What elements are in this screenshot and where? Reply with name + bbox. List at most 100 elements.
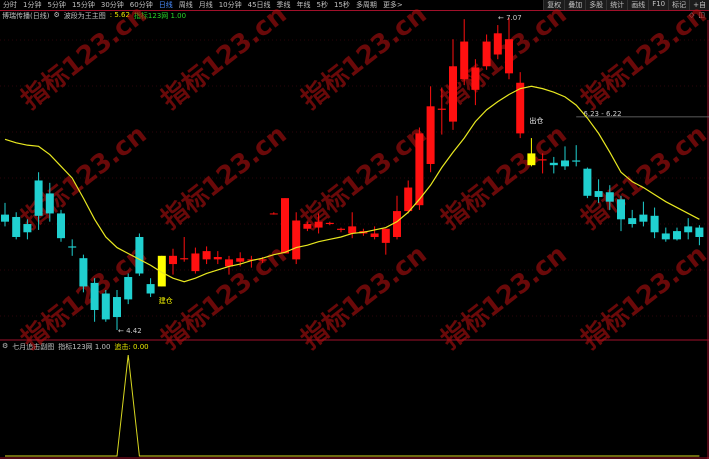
- candle-body: [695, 227, 704, 237]
- watermark: 指标123.cn: [156, 119, 293, 235]
- candle-body: [68, 246, 77, 248]
- candle-body: [561, 160, 569, 167]
- sub-indicator-source: 指标123网 1.00: [58, 343, 111, 351]
- tab-period[interactable]: 日线: [158, 1, 173, 9]
- tab-period[interactable]: 1分钟: [23, 1, 42, 9]
- toolbar-button[interactable]: 画线: [627, 0, 649, 10]
- toolbar-button[interactable]: 标记: [668, 0, 690, 10]
- sub-indicator-title[interactable]: 七月追击副图: [12, 343, 55, 351]
- candle-body: [247, 259, 256, 261]
- candle-body: [258, 259, 267, 261]
- candle-body: [314, 221, 323, 228]
- candle-body: [605, 192, 614, 202]
- candle-body: [661, 233, 670, 240]
- candle-body: [45, 193, 54, 214]
- candle-body: [213, 257, 222, 260]
- watermark: 指标123.cn: [576, 119, 709, 235]
- tab-period[interactable]: 分时: [3, 1, 17, 9]
- indicator-value: : 5.62: [109, 11, 130, 19]
- low-label: ← 4.42: [118, 327, 142, 335]
- settings-icon[interactable]: ⚙: [53, 11, 60, 19]
- candle-body: [437, 108, 446, 110]
- candle-body: [673, 231, 681, 240]
- candle-body: [135, 236, 144, 274]
- settings-icon[interactable]: ⚙: [2, 342, 9, 350]
- candle-body: [505, 39, 513, 74]
- tab-period[interactable]: 年线: [296, 1, 311, 9]
- candle-body: [348, 226, 357, 234]
- tab-period[interactable]: 15秒: [334, 1, 350, 9]
- diamond-icon[interactable]: ◇: [688, 11, 695, 19]
- candle-body: [269, 213, 278, 215]
- period-toolbar: 分时 1分钟 5分钟 15分钟 30分钟 60分钟 日线 周线 月线 10分钟 45日线 季线 年线 5秒…: [0, 0, 709, 11]
- toolbar-button[interactable]: 多股: [585, 0, 607, 10]
- tab-period[interactable]: 45日线: [247, 1, 271, 9]
- tab-period[interactable]: 5秒: [316, 1, 329, 9]
- candle-body: [236, 258, 245, 262]
- candle-body: [493, 33, 502, 55]
- candle-body: [281, 198, 289, 254]
- candle-body: [460, 41, 469, 80]
- candle-body: [225, 259, 233, 267]
- indicator-source: 指标123网 1.00: [133, 12, 187, 20]
- tab-period[interactable]: 30分钟: [100, 1, 124, 9]
- candle-body: [180, 258, 189, 260]
- tab-period[interactable]: 季线: [276, 1, 291, 9]
- high-label: ← 7.07: [498, 14, 522, 22]
- watermark: 指标123.cn: [436, 239, 573, 355]
- candle-body: [527, 153, 536, 166]
- candle-body: [370, 233, 379, 237]
- watermark: 指标123.cn: [16, 119, 153, 235]
- candle-body: [157, 255, 166, 287]
- candle-body: [12, 216, 21, 237]
- candle-body: [1, 214, 9, 222]
- candle-body: [57, 213, 65, 239]
- watermark: 指标123.cn: [436, 0, 573, 116]
- toolbar-button[interactable]: 复权: [543, 0, 565, 10]
- candle-body: [303, 224, 312, 229]
- toolbar-right-buttons: 复权 叠加 多股 统计 画线 F10 标记 +自: [543, 0, 709, 10]
- candle-body: [191, 253, 200, 272]
- tab-period[interactable]: 月线: [198, 1, 213, 9]
- candle-body: [471, 67, 480, 90]
- watermark: 指标123.cn: [296, 0, 433, 116]
- candle-body: [572, 160, 581, 162]
- candle-body: [617, 199, 625, 220]
- tab-period[interactable]: 15分钟: [71, 1, 95, 9]
- candle-body: [639, 214, 648, 222]
- sub-panel-header: ⚙ 七月追击副图 指标123网 1.00 追击: 0.00: [2, 342, 149, 351]
- candle-body: [404, 187, 413, 212]
- toolbar-button[interactable]: F10: [648, 0, 669, 10]
- toolbar-button[interactable]: 统计: [606, 0, 628, 10]
- tab-period[interactable]: 60分钟: [129, 1, 153, 9]
- candle-body: [415, 133, 424, 206]
- candle-body: [684, 226, 693, 233]
- tab-period[interactable]: 多周期: [355, 1, 377, 9]
- candle-body: [337, 228, 345, 230]
- toolbar-button[interactable]: 叠加: [564, 0, 586, 10]
- candle-body: [426, 106, 435, 164]
- candle-body: [393, 211, 401, 237]
- candle-body: [359, 231, 368, 234]
- tab-period[interactable]: 更多>: [382, 1, 403, 9]
- tab-period[interactable]: 周线: [178, 1, 193, 9]
- tab-period[interactable]: 5分钟: [47, 1, 66, 9]
- watermark: 指标123.cn: [296, 239, 433, 355]
- ma-line: [4, 85, 700, 283]
- toolbar-button[interactable]: +自: [689, 0, 709, 10]
- watermark: 指标123.cn: [16, 239, 153, 355]
- tab-period[interactable]: 10分钟: [218, 1, 242, 9]
- indicator-name[interactable]: 波段为王主图: [63, 12, 106, 20]
- sub-indicator-value: 追击: 0.00: [114, 343, 149, 351]
- main-panel-header: 博瑞传播(日线) ⚙ 波段为王主图 : 5.62 指标123网 1.00: [2, 11, 186, 20]
- stock-title: 博瑞传播(日线): [2, 12, 50, 20]
- candle-body: [482, 41, 491, 67]
- watermark: 指标123.cn: [436, 119, 573, 235]
- candle-body: [202, 251, 211, 260]
- window-icon[interactable]: ◫: [698, 11, 705, 19]
- candle-body: [292, 220, 301, 260]
- candle-body: [594, 191, 603, 197]
- candle-body: [325, 222, 334, 225]
- level-label: 6.23 - 6.22: [583, 110, 621, 118]
